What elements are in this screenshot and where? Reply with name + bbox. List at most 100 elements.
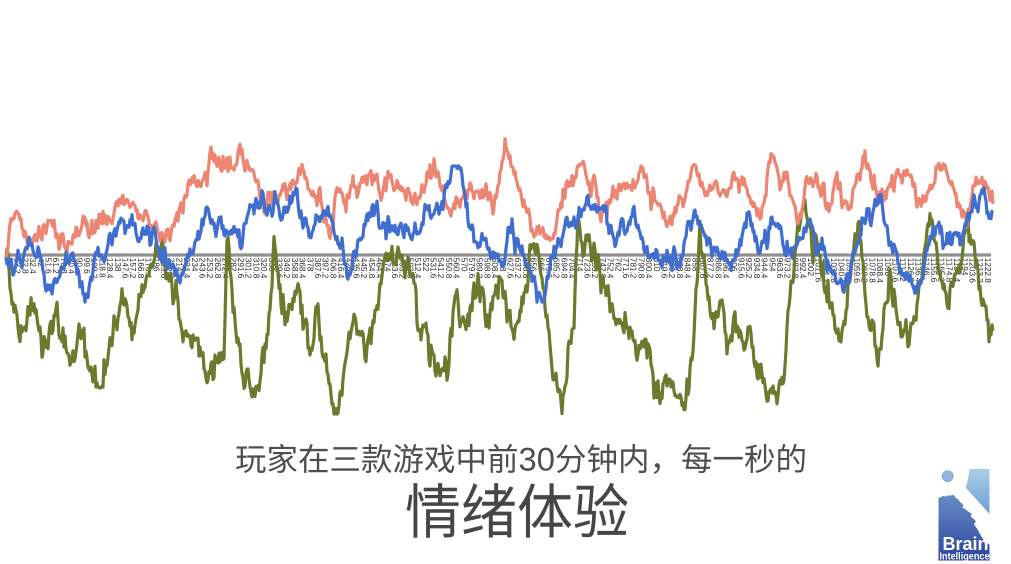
svg-text:858: 858: [690, 258, 699, 272]
svg-text:925.2: 925.2: [744, 258, 753, 279]
svg-text:1078.8: 1078.8: [867, 258, 876, 283]
svg-text:1155.6: 1155.6: [929, 258, 938, 283]
svg-text:1194: 1194: [960, 258, 969, 276]
svg-text:819.6: 819.6: [660, 258, 669, 279]
svg-text:397.2: 397.2: [321, 258, 330, 279]
svg-text:147.6: 147.6: [121, 258, 130, 279]
svg-text:80.4: 80.4: [67, 258, 76, 274]
svg-text:282: 282: [228, 258, 237, 272]
svg-text:896.4: 896.4: [721, 258, 730, 279]
svg-text:368.4: 368.4: [298, 258, 307, 279]
svg-text:1011.6: 1011.6: [814, 258, 823, 283]
svg-text:877.2: 877.2: [706, 258, 715, 279]
svg-text:915.6: 915.6: [737, 258, 746, 279]
svg-text:1146: 1146: [921, 258, 930, 276]
svg-text:387.6: 387.6: [313, 258, 322, 279]
svg-text:522: 522: [421, 258, 430, 272]
svg-text:1098: 1098: [883, 258, 892, 277]
svg-text:186: 186: [151, 258, 160, 272]
svg-text:810: 810: [652, 258, 661, 272]
svg-text:166.8: 166.8: [136, 258, 145, 279]
svg-text:310.8: 310.8: [251, 258, 260, 279]
svg-text:99.6: 99.6: [82, 258, 91, 274]
svg-text:579.6: 579.6: [467, 258, 476, 279]
svg-text:426: 426: [344, 258, 353, 272]
svg-text:704.4: 704.4: [567, 258, 576, 279]
svg-text:1088.4: 1088.4: [875, 258, 884, 283]
svg-text:1107.6: 1107.6: [891, 258, 900, 283]
svg-text:339.6: 339.6: [275, 258, 284, 279]
svg-text:541.2: 541.2: [436, 258, 445, 279]
svg-text:886.8: 886.8: [713, 258, 722, 279]
svg-text:944.4: 944.4: [760, 258, 769, 279]
svg-text:685.2: 685.2: [552, 258, 561, 279]
svg-text:752.4: 752.4: [606, 258, 615, 279]
svg-text:598.8: 598.8: [482, 258, 491, 279]
svg-text:358.8: 358.8: [290, 258, 299, 279]
svg-text:867.6: 867.6: [698, 258, 707, 279]
svg-text:301.2: 301.2: [244, 258, 253, 279]
svg-text:656.4: 656.4: [529, 258, 538, 279]
svg-text:195.6: 195.6: [159, 258, 168, 279]
svg-text:32.4: 32.4: [28, 258, 37, 274]
svg-text:771.6: 771.6: [621, 258, 630, 279]
svg-text:1126.8: 1126.8: [906, 258, 915, 283]
svg-text:973.2: 973.2: [783, 258, 792, 279]
svg-text:454.8: 454.8: [367, 258, 376, 279]
svg-text:493.2: 493.2: [398, 258, 407, 279]
svg-text:1059.6: 1059.6: [852, 258, 861, 283]
svg-text:800.4: 800.4: [644, 258, 653, 279]
svg-text:608.4: 608.4: [490, 258, 499, 279]
svg-text:378: 378: [305, 258, 314, 272]
svg-text:1213.2: 1213.2: [975, 258, 984, 283]
svg-text:234: 234: [190, 258, 199, 272]
svg-text:1002: 1002: [806, 258, 815, 277]
svg-text:1136.4: 1136.4: [914, 258, 923, 283]
svg-text:406.8: 406.8: [328, 258, 337, 279]
svg-text:243.6: 243.6: [198, 258, 207, 279]
svg-text:589.2: 589.2: [475, 258, 484, 279]
svg-text:90: 90: [74, 258, 83, 268]
svg-text:291.6: 291.6: [236, 258, 245, 279]
svg-text:1050: 1050: [844, 258, 853, 277]
svg-text:790.8: 790.8: [636, 258, 645, 279]
svg-text:118.8: 118.8: [97, 258, 106, 278]
svg-text:531.6: 531.6: [429, 258, 438, 279]
svg-text:22.8: 22.8: [20, 258, 29, 274]
svg-text:320.4: 320.4: [259, 258, 268, 279]
svg-text:214.8: 214.8: [174, 258, 183, 279]
svg-text:262.8: 262.8: [213, 258, 222, 279]
svg-text:176.4: 176.4: [144, 258, 153, 279]
svg-text:138: 138: [113, 258, 122, 272]
svg-text:627.6: 627.6: [506, 258, 515, 279]
svg-text:646.8: 646.8: [521, 258, 530, 279]
svg-text:1203.6: 1203.6: [968, 258, 977, 283]
svg-text:694.8: 694.8: [559, 258, 568, 279]
svg-text:1222.8: 1222.8: [983, 258, 992, 283]
svg-text:934.8: 934.8: [752, 258, 761, 279]
svg-text:848.4: 848.4: [683, 258, 692, 279]
svg-text:224.4: 224.4: [182, 258, 191, 279]
svg-text:512.4: 512.4: [413, 258, 422, 279]
svg-text:416.4: 416.4: [336, 258, 345, 279]
svg-text:570: 570: [459, 258, 468, 272]
svg-text:Intelligence: Intelligence: [940, 551, 990, 562]
svg-text:762: 762: [613, 258, 622, 272]
svg-text:435.6: 435.6: [352, 258, 361, 279]
svg-text:61.2: 61.2: [51, 258, 60, 274]
svg-text:1040.4: 1040.4: [837, 258, 846, 283]
svg-text:560.4: 560.4: [452, 258, 461, 279]
svg-text:714: 714: [575, 258, 584, 272]
svg-text:157.2: 157.2: [128, 258, 137, 279]
svg-text:464.4: 464.4: [375, 258, 384, 279]
svg-text:51.6: 51.6: [44, 258, 53, 274]
svg-text:742.8: 742.8: [598, 258, 607, 279]
svg-text:1174.8: 1174.8: [944, 258, 953, 283]
svg-text:550.8: 550.8: [444, 258, 453, 279]
svg-text:349.2: 349.2: [282, 258, 291, 279]
svg-text:992.4: 992.4: [798, 258, 807, 279]
svg-text:445.2: 445.2: [359, 258, 368, 279]
svg-text:Brain: Brain: [943, 533, 989, 554]
svg-text:723.6: 723.6: [583, 258, 592, 279]
svg-text:954: 954: [767, 258, 776, 272]
